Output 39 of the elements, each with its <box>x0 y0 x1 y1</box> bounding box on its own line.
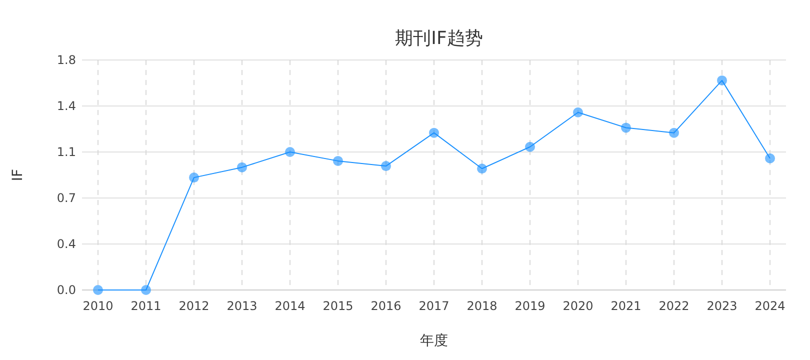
y-tick-label: 0.0 <box>56 283 76 297</box>
y-tick-label: 1.1 <box>56 145 76 159</box>
x-tick-label: 2018 <box>466 299 498 313</box>
x-tick-label: 2012 <box>178 299 210 313</box>
point <box>285 147 295 157</box>
y-tick-label: 0.7 <box>56 191 76 205</box>
x-axis-title: 年度 <box>420 333 448 349</box>
x-tick-label: 2022 <box>658 299 690 313</box>
x-tick-label: 2014 <box>274 299 306 313</box>
point <box>381 161 391 172</box>
x-tick-label: 2023 <box>706 299 738 313</box>
x-tick-label: 2016 <box>370 299 402 313</box>
y-tick-label: 0.4 <box>56 237 76 251</box>
point <box>621 122 631 133</box>
point <box>141 285 151 295</box>
x-tick-label: 2017 <box>418 299 450 313</box>
x-tick-label: 2024 <box>754 299 786 313</box>
y-tick-label: 1.8 <box>56 53 76 67</box>
point <box>429 128 439 138</box>
point <box>189 172 199 183</box>
x-tick-label: 2020 <box>562 299 594 313</box>
y-tick-label: 1.4 <box>56 99 76 113</box>
x-tick-label: 2015 <box>322 299 354 313</box>
x-tick-label: 2013 <box>226 299 258 313</box>
point <box>333 156 343 166</box>
y-axis-title: IF <box>10 168 26 182</box>
point <box>765 153 775 164</box>
x-tick-label: 2019 <box>514 299 546 313</box>
x-tick-label: 2021 <box>610 299 642 313</box>
x-tick-label: 2010 <box>82 299 114 313</box>
point <box>93 285 103 295</box>
point <box>525 142 535 152</box>
point <box>669 128 679 138</box>
point <box>477 164 487 174</box>
x-tick-label: 2011 <box>130 299 162 313</box>
point <box>573 107 583 118</box>
point <box>717 75 727 86</box>
chart-title: 期刊IF趋势 <box>395 28 483 49</box>
point <box>237 162 247 172</box>
